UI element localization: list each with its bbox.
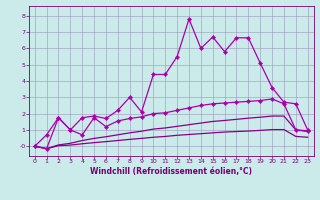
X-axis label: Windchill (Refroidissement éolien,°C): Windchill (Refroidissement éolien,°C): [90, 167, 252, 176]
